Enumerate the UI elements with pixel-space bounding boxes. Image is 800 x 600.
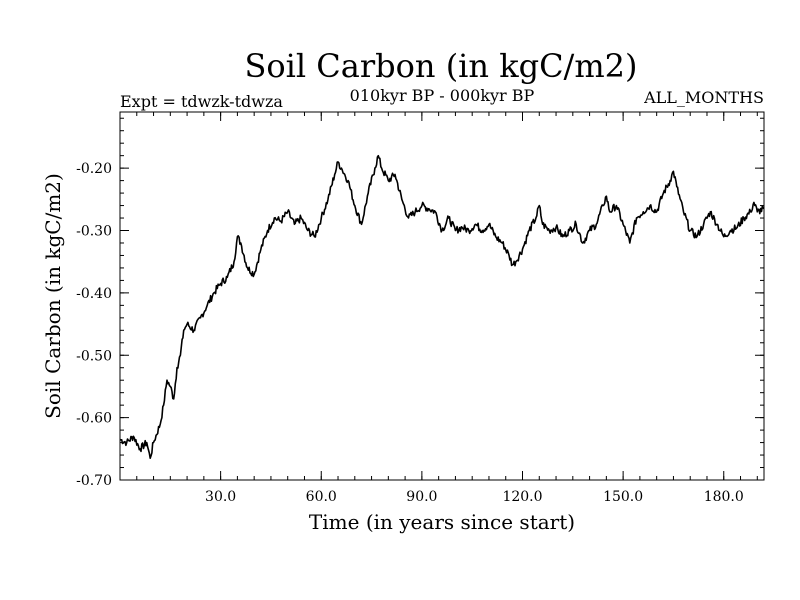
x-tick-label: 90.0 bbox=[406, 489, 437, 505]
experiment-label: Expt = tdwzk-tdwza bbox=[120, 92, 283, 111]
series-line-soil-carbon bbox=[119, 154, 765, 459]
x-tick-label: 60.0 bbox=[306, 489, 337, 505]
y-tick-label: -0.30 bbox=[76, 224, 112, 240]
y-tick-label: -0.20 bbox=[76, 161, 112, 177]
period-label: 010kyr BP - 000kyr BP bbox=[350, 86, 535, 105]
x-tick-label: 180.0 bbox=[704, 489, 744, 505]
y-tick-label: -0.40 bbox=[76, 286, 112, 302]
y-tick-label: -0.60 bbox=[76, 411, 112, 427]
x-tick-label: 30.0 bbox=[205, 489, 236, 505]
plot-frame bbox=[119, 111, 765, 481]
x-axis-label: Time (in years since start) bbox=[309, 510, 575, 534]
x-tick-label: 120.0 bbox=[502, 489, 542, 505]
y-axis-label: Soil Carbon (in kgC/m2) bbox=[41, 173, 65, 419]
y-tick-label: -0.50 bbox=[76, 348, 112, 364]
x-tick-label: 150.0 bbox=[603, 489, 643, 505]
y-tick-label: -0.70 bbox=[76, 473, 112, 489]
x-axis: 30.0 60.0 90.0 120.0 150.0 180.0 bbox=[205, 112, 744, 505]
months-label: ALL_MONTHS bbox=[643, 88, 764, 107]
chart-title: Soil Carbon (in kgC/m2) bbox=[244, 47, 637, 85]
y-axis: -0.70 -0.60 -0.50 -0.40 -0.30 -0.20 bbox=[76, 161, 764, 489]
minor-ticks bbox=[120, 112, 764, 480]
